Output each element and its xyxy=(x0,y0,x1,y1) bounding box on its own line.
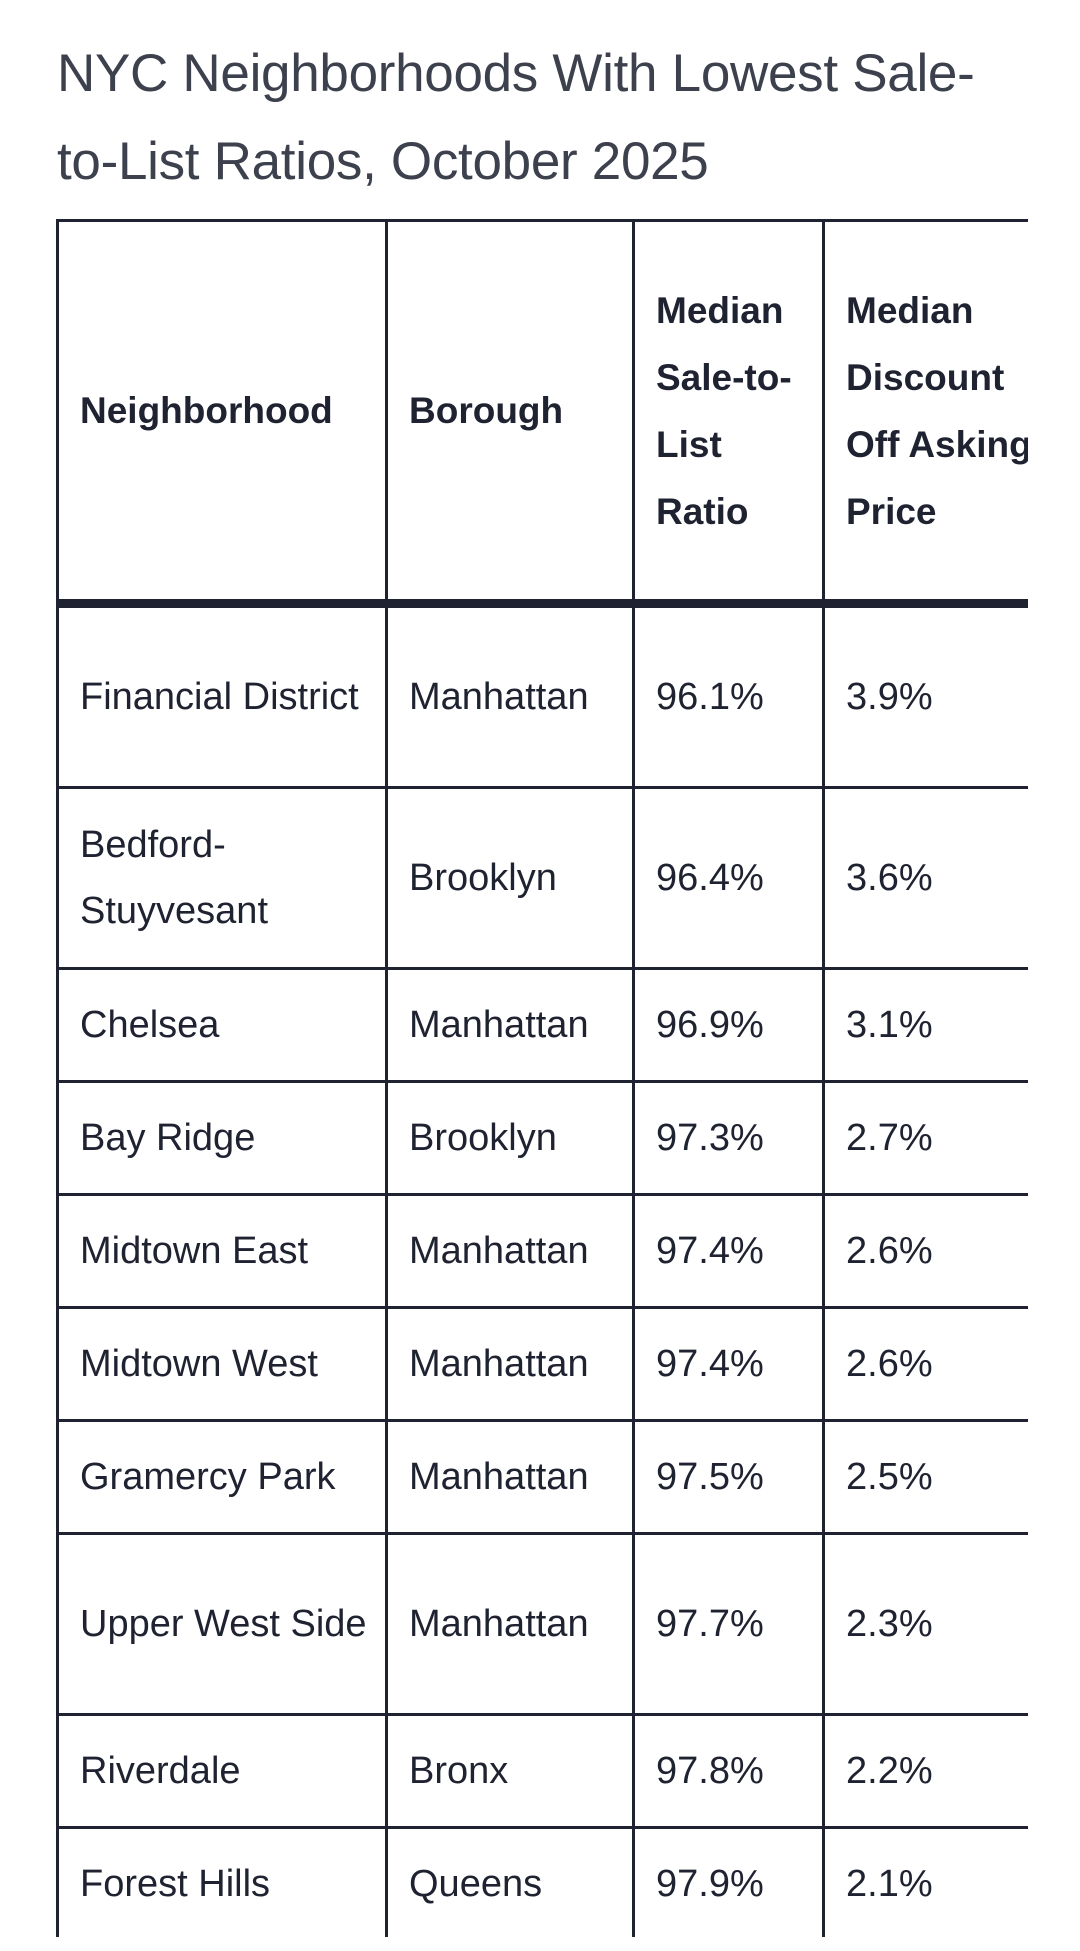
cell-discount: 2.6% xyxy=(822,1306,1028,1422)
cell-neighborhood: Midtown East xyxy=(56,1193,388,1309)
cell-neighborhood: Chelsea xyxy=(56,967,388,1083)
table-container: Neighborhood Borough Median Sale-to-List… xyxy=(56,219,1028,1937)
table-row: Financial District Manhattan 96.1% 3.9% xyxy=(56,602,1028,789)
header-discount-off-asking: Median Discount Off Asking Price xyxy=(822,219,1028,608)
cell-sale-to-list-ratio: 97.7% xyxy=(632,1532,825,1716)
cell-borough: Brooklyn xyxy=(385,786,635,970)
table-row: Midtown West Manhattan 97.4% 2.6% xyxy=(56,1306,1028,1422)
cell-borough: Manhattan xyxy=(385,1532,635,1716)
header-sale-to-list-ratio: Median Sale-to-List Ratio xyxy=(632,219,825,608)
cell-discount: 3.1% xyxy=(822,967,1028,1083)
header-neighborhood: Neighborhood xyxy=(56,219,388,608)
cell-sale-to-list-ratio: 97.8% xyxy=(632,1713,825,1829)
cell-discount: 2.7% xyxy=(822,1080,1028,1196)
cell-neighborhood: Forest Hills xyxy=(56,1826,388,1937)
cell-discount: 2.6% xyxy=(822,1193,1028,1309)
cell-borough: Manhattan xyxy=(385,1419,635,1535)
cell-neighborhood: Financial District xyxy=(56,602,388,789)
table-row: Midtown East Manhattan 97.4% 2.6% xyxy=(56,1193,1028,1309)
cell-neighborhood: Gramercy Park xyxy=(56,1419,388,1535)
cell-borough: Manhattan xyxy=(385,1193,635,1309)
table-row: Bedford-Stuyvesant Brooklyn 96.4% 3.6% xyxy=(56,786,1028,970)
table-row: Riverdale Bronx 97.8% 2.2% xyxy=(56,1713,1028,1829)
cell-sale-to-list-ratio: 97.4% xyxy=(632,1193,825,1309)
cell-sale-to-list-ratio: 97.9% xyxy=(632,1826,825,1937)
cell-neighborhood: Upper West Side xyxy=(56,1532,388,1716)
cell-neighborhood: Riverdale xyxy=(56,1713,388,1829)
cell-discount: 3.6% xyxy=(822,786,1028,970)
cell-neighborhood: Bedford-Stuyvesant xyxy=(56,786,388,970)
cell-borough: Manhattan xyxy=(385,1306,635,1422)
cell-discount: 2.2% xyxy=(822,1713,1028,1829)
cell-borough: Manhattan xyxy=(385,967,635,1083)
table-row: Upper West Side Manhattan 97.7% 2.3% xyxy=(56,1532,1028,1716)
cell-discount: 2.5% xyxy=(822,1419,1028,1535)
cell-borough: Brooklyn xyxy=(385,1080,635,1196)
cell-discount: 2.3% xyxy=(822,1532,1028,1716)
cell-borough: Queens xyxy=(385,1826,635,1937)
cell-borough: Bronx xyxy=(385,1713,635,1829)
table-row: Gramercy Park Manhattan 97.5% 2.5% xyxy=(56,1419,1028,1535)
cell-borough: Manhattan xyxy=(385,602,635,789)
cell-sale-to-list-ratio: 96.4% xyxy=(632,786,825,970)
cell-sale-to-list-ratio: 96.9% xyxy=(632,967,825,1083)
cell-sale-to-list-ratio: 96.1% xyxy=(632,602,825,789)
table-header-row: Neighborhood Borough Median Sale-to-List… xyxy=(56,219,1028,608)
cell-neighborhood: Midtown West xyxy=(56,1306,388,1422)
cell-neighborhood: Bay Ridge xyxy=(56,1080,388,1196)
cell-discount: 2.1% xyxy=(822,1826,1028,1937)
table-row: Chelsea Manhattan 96.9% 3.1% xyxy=(56,967,1028,1083)
cell-sale-to-list-ratio: 97.5% xyxy=(632,1419,825,1535)
cell-sale-to-list-ratio: 97.4% xyxy=(632,1306,825,1422)
header-borough: Borough xyxy=(385,219,635,608)
data-table: Neighborhood Borough Median Sale-to-List… xyxy=(56,219,1028,1937)
page-title: NYC Neighborhoods With Lowest Sale-to-Li… xyxy=(57,44,975,191)
table-row: Forest Hills Queens 97.9% 2.1% xyxy=(56,1826,1028,1937)
table-row: Bay Ridge Brooklyn 97.3% 2.7% xyxy=(56,1080,1028,1196)
cell-sale-to-list-ratio: 97.3% xyxy=(632,1080,825,1196)
cell-discount: 3.9% xyxy=(822,602,1028,789)
